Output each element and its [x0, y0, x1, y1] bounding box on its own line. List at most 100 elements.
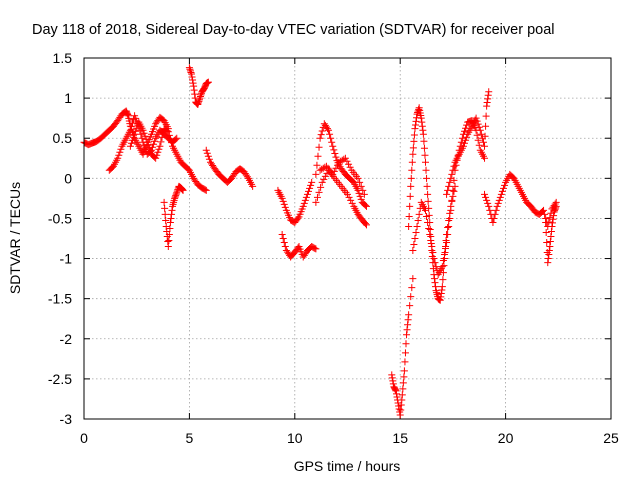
data-point: [445, 182, 453, 190]
data-point: [432, 283, 440, 291]
data-point: [552, 204, 560, 212]
data-point: [318, 178, 326, 186]
data-point: [313, 161, 321, 169]
data-point: [459, 142, 467, 150]
y-tick-label: 1.5: [53, 50, 73, 66]
data-point: [444, 230, 452, 238]
data-point: [178, 185, 186, 193]
data-point: [450, 162, 458, 170]
data-point: [164, 238, 172, 246]
data-point: [490, 214, 498, 222]
data-point: [281, 243, 289, 251]
data-point: [189, 76, 197, 84]
data-point: [403, 326, 411, 334]
data-point: [196, 94, 204, 102]
data-point: [127, 123, 135, 131]
data-point: [401, 349, 409, 357]
data-point: [329, 142, 337, 150]
data-point: [448, 196, 456, 204]
data-point: [482, 193, 490, 201]
data-point: [303, 190, 311, 198]
data-point: [462, 136, 470, 144]
data-point: [494, 199, 502, 207]
data-point: [202, 146, 210, 154]
data-point: [127, 139, 135, 147]
data-point: [328, 138, 336, 146]
data-point: [399, 385, 407, 393]
data-point: [389, 377, 397, 385]
data-point: [391, 386, 399, 394]
data-point: [326, 130, 334, 138]
data-point: [432, 263, 440, 271]
data-point: [150, 140, 158, 148]
data-point: [357, 182, 365, 190]
data-point: [168, 206, 176, 214]
data-point: [405, 311, 413, 319]
data-point: [205, 155, 213, 163]
data-point: [331, 149, 339, 157]
data-point: [179, 186, 187, 194]
data-point: [547, 232, 555, 240]
data-point: [187, 68, 195, 76]
data-point: [114, 154, 122, 162]
data-point: [483, 196, 491, 204]
data-point: [443, 239, 451, 247]
data-point: [446, 214, 454, 222]
data-point: [424, 218, 432, 226]
data-point: [312, 245, 320, 253]
data-point: [425, 224, 433, 232]
data-point: [202, 186, 210, 194]
data-point: [485, 202, 493, 210]
data-point: [128, 136, 136, 144]
data-point: [204, 78, 212, 86]
data-point: [475, 141, 483, 149]
data-point: [444, 223, 452, 231]
data-point: [482, 122, 490, 130]
data-point: [197, 91, 205, 99]
data-point: [312, 170, 320, 178]
data-point: [343, 157, 351, 165]
data-point: [444, 186, 452, 194]
data-point: [362, 202, 370, 210]
data-point: [438, 286, 446, 294]
data-point: [188, 73, 196, 81]
plot-frame: [83, 57, 612, 420]
data-point: [542, 228, 550, 236]
data-point: [498, 187, 506, 195]
data-point: [393, 390, 401, 398]
y-tick-label: -2.5: [48, 371, 72, 387]
data-point: [346, 163, 354, 171]
data-point: [124, 111, 132, 119]
y-tick-label: 0: [64, 170, 72, 186]
data-point: [410, 131, 418, 139]
data-point: [165, 131, 173, 139]
data-point: [491, 210, 499, 218]
data-point: [315, 188, 323, 196]
data-point: [484, 199, 492, 207]
data-point: [163, 127, 171, 135]
data-point: [420, 137, 428, 145]
data-point: [195, 97, 203, 105]
data-point: [316, 134, 324, 142]
data-point: [164, 128, 172, 136]
data-point: [149, 143, 157, 151]
data-point: [186, 65, 194, 73]
data-point: [408, 158, 416, 166]
data-point: [437, 293, 445, 301]
data-point: [446, 178, 454, 186]
data-point: [152, 154, 160, 162]
y-tick-label: -1.5: [48, 291, 72, 307]
data-point: [186, 67, 194, 75]
data-point: [132, 127, 140, 135]
data-point: [475, 123, 483, 131]
data-point: [392, 387, 400, 395]
data-point: [278, 230, 286, 238]
data-point: [430, 275, 438, 283]
data-point: [141, 132, 149, 140]
data-point: [448, 170, 456, 178]
data-point: [362, 221, 370, 229]
data-point: [354, 174, 362, 182]
data-point: [388, 371, 396, 379]
data-point: [313, 193, 321, 201]
